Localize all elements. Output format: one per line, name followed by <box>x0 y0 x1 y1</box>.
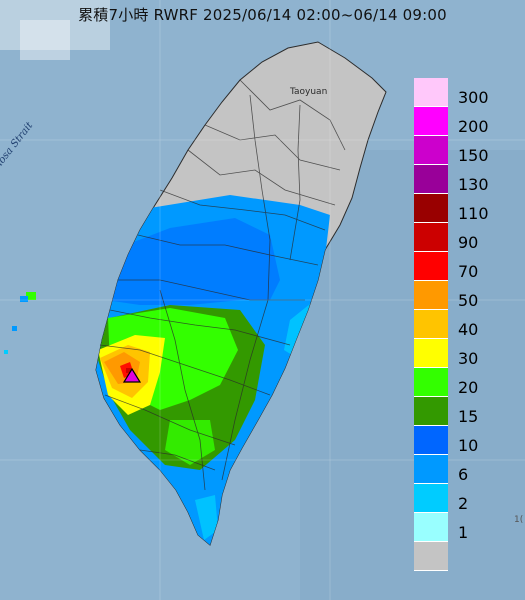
legend-swatch <box>414 252 448 281</box>
legend-swatch <box>414 194 448 223</box>
offshore-echo <box>12 326 17 331</box>
legend-swatch <box>414 136 448 165</box>
legend-label: 300 <box>458 88 489 107</box>
legend-label: 1 <box>458 523 469 542</box>
legend-row: 6 <box>414 455 512 486</box>
legend-row: 1 <box>414 513 512 544</box>
legend-swatch <box>414 397 448 426</box>
legend-row <box>414 542 512 573</box>
legend-row: 70 <box>414 252 512 283</box>
rain-zone-10 <box>100 218 280 305</box>
legend-row: 15 <box>414 397 512 428</box>
city-label-taoyuan: Taoyuan <box>290 87 328 97</box>
legend-row: 10 <box>414 426 512 457</box>
legend-swatch <box>414 107 448 136</box>
legend-label: 15 <box>458 407 479 426</box>
legend-row: 130 <box>414 165 512 196</box>
legend-label: 50 <box>458 291 479 310</box>
legend-label: 110 <box>458 204 489 223</box>
edge-label: 1( <box>514 515 524 525</box>
cloud-patch <box>20 20 70 60</box>
legend-row: 30 <box>414 339 512 370</box>
legend-label: 130 <box>458 175 489 194</box>
offshore-echo <box>20 296 28 302</box>
offshore-echo <box>4 350 8 354</box>
legend-swatch <box>414 78 448 107</box>
legend-row: 150 <box>414 136 512 167</box>
legend-label: 20 <box>458 378 479 397</box>
rain-zone-90 <box>126 368 131 373</box>
legend-row: 300 <box>414 78 512 109</box>
legend-swatch <box>414 339 448 368</box>
legend-row: 90 <box>414 223 512 254</box>
legend-label: 40 <box>458 320 479 339</box>
legend-label: 6 <box>458 465 469 484</box>
legend-swatch <box>414 368 448 397</box>
legend-label: 10 <box>458 436 479 455</box>
max-rainfall-marker <box>122 367 142 383</box>
legend-label: 150 <box>458 146 489 165</box>
legend-row: 40 <box>414 310 512 341</box>
rain-zone-2 <box>195 495 218 540</box>
legend-row: 20 <box>414 368 512 399</box>
legend-swatch <box>414 223 448 252</box>
legend-swatch <box>414 455 448 484</box>
legend-label: 30 <box>458 349 479 368</box>
legend-swatch <box>414 426 448 455</box>
rain-zone-20 <box>165 420 215 465</box>
legend-label: 70 <box>458 262 479 281</box>
admin-boundaries <box>99 79 346 491</box>
offshore-echo <box>26 292 36 300</box>
legend-label: 200 <box>458 117 489 136</box>
rainfall-legend: 300 200 150 130 110 90 70 50 40 30 20 15 10 6 2 1 <box>414 78 512 573</box>
legend-swatch <box>414 484 448 513</box>
legend-swatch <box>414 310 448 339</box>
legend-label: 2 <box>458 494 469 513</box>
legend-swatch <box>414 542 448 571</box>
legend-row: 200 <box>414 107 512 138</box>
legend-swatch <box>414 513 448 542</box>
legend-row: 50 <box>414 281 512 312</box>
legend-label: 90 <box>458 233 479 252</box>
legend-swatch <box>414 281 448 310</box>
legend-row: 110 <box>414 194 512 225</box>
map-title: 累積7小時 RWRF 2025/06/14 02:00~06/14 09:00 <box>78 6 447 24</box>
legend-swatch <box>414 165 448 194</box>
legend-row: 2 <box>414 484 512 515</box>
